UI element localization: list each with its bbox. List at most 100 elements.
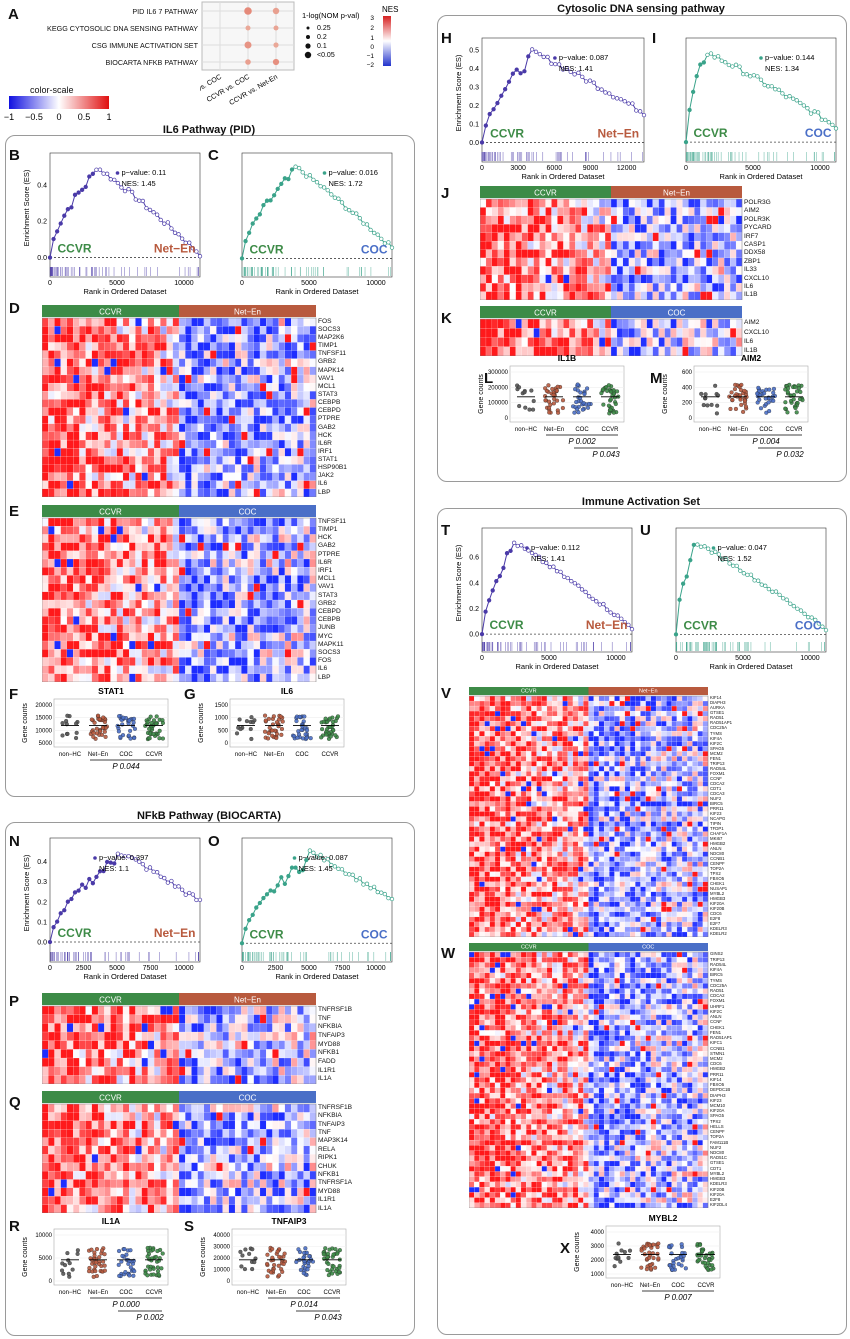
heatmap-cell bbox=[505, 721, 511, 727]
heatmap-cell bbox=[85, 1014, 93, 1024]
heatmap-cell bbox=[85, 1129, 93, 1138]
heatmap-cell bbox=[104, 1120, 111, 1130]
heatmap-cell bbox=[228, 431, 236, 441]
heatmap-cell bbox=[191, 1187, 198, 1197]
es-point bbox=[108, 177, 113, 182]
es-point bbox=[147, 207, 153, 213]
heatmap-cell bbox=[536, 726, 543, 732]
heatmap-cell bbox=[222, 1120, 230, 1130]
heatmap-cell bbox=[228, 649, 236, 658]
heatmap-cell bbox=[97, 649, 105, 658]
heatmap-cell bbox=[73, 399, 80, 408]
heatmap-cell bbox=[635, 721, 641, 727]
heatmap-cell bbox=[185, 358, 192, 368]
heatmap-cell bbox=[104, 366, 111, 376]
heatmap-cell bbox=[122, 649, 130, 658]
heatmap-cell bbox=[694, 337, 701, 348]
heatmap-cell bbox=[303, 583, 311, 593]
gene-label: IRF1 bbox=[318, 567, 333, 574]
heatmap-cell bbox=[521, 291, 528, 301]
heatmap-cell bbox=[247, 1057, 255, 1067]
heatmap-cell bbox=[272, 599, 279, 609]
heatmap-cell bbox=[545, 224, 552, 233]
heatmap-cell bbox=[97, 326, 105, 335]
gsea-frame bbox=[49, 152, 201, 278]
heatmap-cell bbox=[610, 232, 618, 242]
heatmap-cell bbox=[309, 1179, 317, 1189]
heatmap-cell bbox=[241, 334, 248, 343]
es-point bbox=[379, 890, 384, 895]
heatmap-cell bbox=[153, 1137, 161, 1147]
heatmap-cell bbox=[66, 374, 74, 384]
heatmap-cell bbox=[309, 1005, 317, 1015]
heatmap-cell bbox=[129, 382, 136, 392]
heatmap-cell bbox=[234, 431, 242, 441]
es-point bbox=[90, 881, 96, 886]
heatmap-cell bbox=[110, 480, 118, 490]
heatmap-cell bbox=[91, 1040, 99, 1050]
heatmap-cell bbox=[284, 1179, 292, 1189]
heatmap-cell bbox=[178, 431, 186, 441]
heatmap-cell bbox=[153, 464, 161, 473]
heatmap-cell bbox=[479, 705, 485, 712]
heatmap-cell bbox=[166, 350, 174, 359]
heatmap-cell bbox=[700, 249, 707, 259]
group-label-neten: Net−En bbox=[154, 242, 196, 256]
heatmap-cell bbox=[247, 1204, 255, 1214]
heatmap-cell bbox=[222, 567, 230, 576]
heatmap-cell bbox=[228, 1204, 236, 1214]
heatmap-cell bbox=[153, 526, 161, 535]
heatmap-cell bbox=[97, 640, 105, 650]
heatmap-cell bbox=[640, 224, 648, 233]
heatmap-cell bbox=[676, 198, 683, 208]
es-point bbox=[594, 599, 599, 604]
heatmap-cell bbox=[116, 1040, 124, 1050]
heatmap-cell bbox=[694, 266, 701, 276]
heatmap-cell bbox=[485, 337, 493, 348]
heatmap-cell bbox=[104, 1187, 111, 1197]
heatmap-cell bbox=[278, 342, 286, 351]
heatmap-cell bbox=[290, 1179, 298, 1189]
heatmap-cell bbox=[593, 700, 600, 707]
heatmap-cell bbox=[266, 608, 273, 617]
es-point bbox=[541, 54, 546, 60]
heatmap-cell bbox=[197, 1170, 205, 1180]
heatmap-cell bbox=[48, 407, 55, 416]
heatmap-cell bbox=[297, 1103, 304, 1113]
heatmap-cell bbox=[688, 328, 695, 338]
gene-label: TNFAIP3 bbox=[318, 1032, 345, 1040]
size-legend-label: 0.1 bbox=[317, 43, 327, 50]
heatmap-cell bbox=[497, 318, 505, 329]
heatmap-cell bbox=[682, 328, 689, 338]
heatmap-cell bbox=[724, 207, 731, 217]
heatmap-cell bbox=[104, 632, 111, 642]
heatmap-cell bbox=[700, 266, 707, 276]
heatmap-cell bbox=[253, 1137, 261, 1147]
heatmap-cell bbox=[670, 249, 677, 259]
heatmap-cell bbox=[129, 1057, 136, 1067]
heatmap-cell bbox=[48, 423, 55, 433]
heatmap-cell bbox=[241, 591, 248, 601]
heatmap-cell bbox=[210, 657, 217, 666]
heatmap-cell bbox=[692, 700, 698, 707]
heatmap-cell bbox=[284, 1196, 292, 1205]
heatmap-cell bbox=[588, 695, 594, 702]
heatmap-cell bbox=[494, 726, 501, 732]
heatmap-cell bbox=[259, 1103, 267, 1113]
heatmap-cell bbox=[539, 291, 546, 301]
heatmap-cell bbox=[247, 350, 255, 359]
heatmap-cell bbox=[203, 657, 211, 666]
heatmap-cell bbox=[116, 558, 124, 568]
gene-label: GRB2 bbox=[318, 358, 336, 366]
gene-label: FOS bbox=[318, 657, 332, 665]
heatmap-cell bbox=[178, 407, 186, 416]
heatmap-cell bbox=[729, 274, 737, 284]
heatmap-cell bbox=[297, 1057, 304, 1067]
heatmap-cell bbox=[297, 1040, 304, 1050]
heatmap-cell bbox=[54, 624, 61, 634]
heatmap-cell bbox=[290, 665, 298, 675]
heatmap-cell bbox=[489, 700, 496, 707]
heatmap-cell bbox=[122, 1204, 130, 1214]
heatmap-cell bbox=[216, 431, 223, 441]
heatmap-cell bbox=[241, 558, 248, 568]
